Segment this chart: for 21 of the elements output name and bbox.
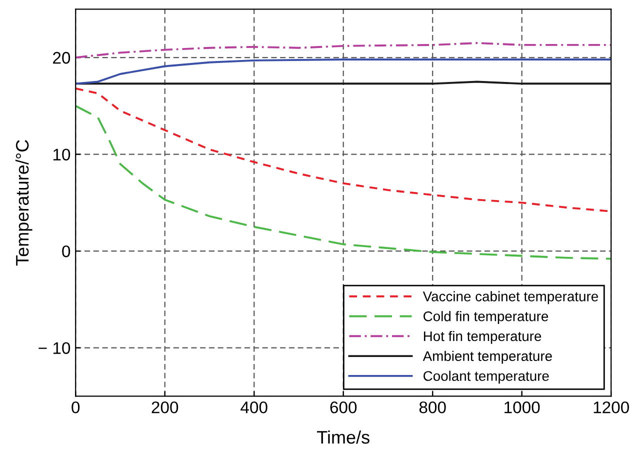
y-tick-label: 0 (62, 245, 70, 258)
y-tick-label: − 10 (38, 342, 70, 354)
line-series (76, 104, 612, 260)
x-tick-label: 400 (240, 401, 268, 414)
x-tick-label: 200 (152, 401, 178, 414)
legend-label: Vaccine cabinet temperature (422, 291, 598, 304)
y-tick-label: 20 (53, 52, 70, 64)
x-tick-label: 0 (72, 401, 80, 414)
x-tick-label: 600 (330, 401, 357, 414)
x-tick-label: 1200 (594, 401, 629, 414)
legend-label: Cold fin temperature (424, 311, 548, 324)
x-axis-title: Time/s (317, 430, 370, 444)
x-tick-label: 800 (419, 401, 446, 414)
line-series (76, 58, 612, 85)
legend-label: Hot fin temperature (424, 330, 542, 344)
legend-label: Ambient temperature (422, 350, 552, 364)
y-axis-title: Temperature/°C (15, 140, 32, 266)
legend-label: Coolant temperature (424, 370, 549, 384)
x-tick-label: 1000 (504, 401, 540, 414)
y-tick-label: 10 (53, 148, 70, 160)
line-series (76, 42, 612, 59)
